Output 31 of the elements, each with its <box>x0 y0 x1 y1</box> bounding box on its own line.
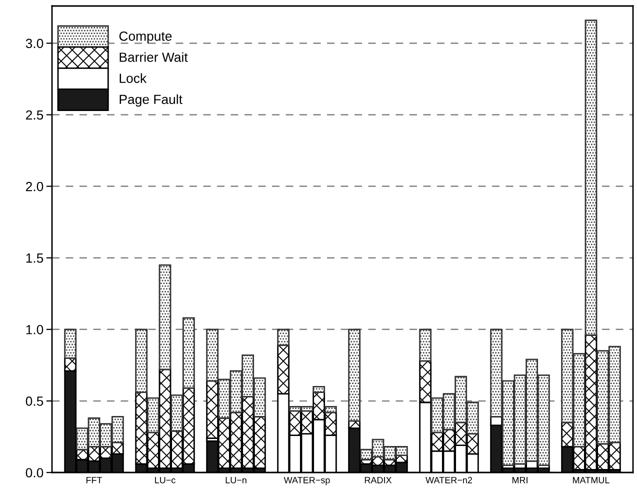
bar <box>584 20 598 336</box>
x-tick-label: LU−c <box>155 477 176 484</box>
y-tick-label: 1.0 <box>26 324 44 334</box>
x-tick-label: WATER−sp <box>284 477 330 486</box>
x-tick-label: LU−n <box>226 477 246 484</box>
bar <box>135 328 148 394</box>
x-tick-label: MATMUL <box>573 477 610 484</box>
bar <box>312 386 326 394</box>
bar <box>158 264 172 370</box>
x-tick-label: RADIX <box>364 477 392 484</box>
legend-label: Barrier Wait <box>120 52 188 62</box>
legend-label: Lock <box>120 73 147 83</box>
bar <box>146 397 160 434</box>
bar <box>277 328 290 346</box>
y-tick-label: 2.5 <box>26 110 44 120</box>
y-tick-label: 2.0 <box>26 182 44 192</box>
y-tick-label: 3.0 <box>26 38 44 48</box>
x-tick-label: MRI <box>512 477 528 484</box>
bar <box>182 317 195 389</box>
y-tick-label: 0.0 <box>26 468 44 478</box>
x-tick-label: WATER−n2 <box>426 476 472 484</box>
legend-label: Page Fault <box>120 94 182 107</box>
y-tick-label: 0.5 <box>26 396 44 406</box>
bar <box>324 406 337 414</box>
bar <box>64 328 77 359</box>
y-tick-label: 1.5 <box>26 254 44 263</box>
x-tick-label: FFT <box>86 477 102 484</box>
bar <box>170 394 184 432</box>
bar <box>348 328 361 422</box>
bar <box>419 328 432 362</box>
legend-label: Compute <box>119 31 172 44</box>
